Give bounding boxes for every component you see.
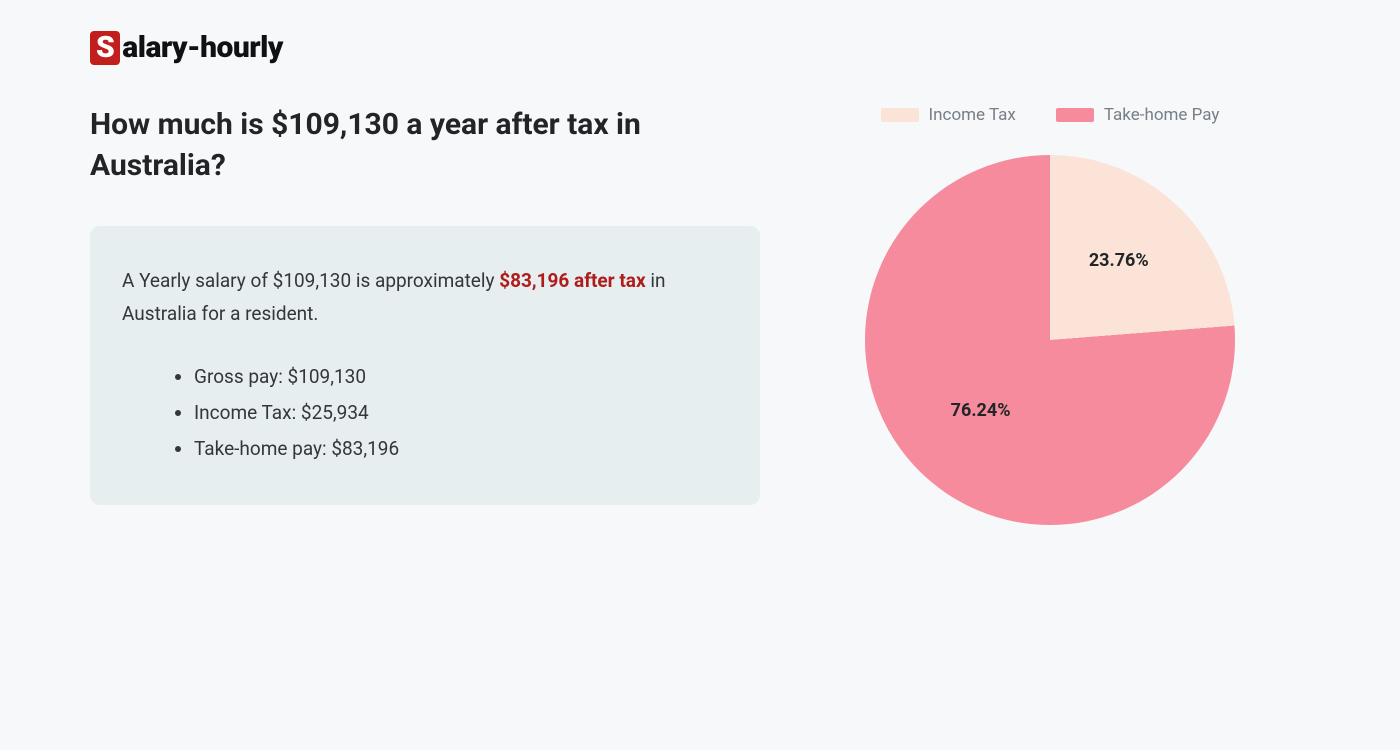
page-container: Salary-hourly How much is $109,130 a yea…	[0, 0, 1400, 565]
summary-highlight: $83,196 after tax	[499, 269, 645, 292]
legend-item-take-home: Take-home Pay	[1056, 105, 1220, 125]
logo-text: alary-hourly	[122, 30, 283, 65]
content-row: How much is $109,130 a year after tax in…	[90, 105, 1310, 535]
legend-swatch-icon	[1056, 108, 1094, 122]
chart-column: Income Tax Take-home Pay 23.76% 76.24%	[840, 105, 1260, 535]
pie-label-take-home: 76.24%	[951, 400, 1011, 421]
pie-label-income-tax: 23.76%	[1089, 250, 1149, 271]
list-item: Gross pay: $109,130	[194, 359, 728, 395]
chart-legend: Income Tax Take-home Pay	[881, 105, 1220, 125]
list-item: Income Tax: $25,934	[194, 395, 728, 431]
site-logo: Salary-hourly	[90, 30, 1310, 65]
summary-paragraph: A Yearly salary of $109,130 is approxima…	[122, 264, 728, 331]
list-item: Take-home pay: $83,196	[194, 431, 728, 467]
summary-box: A Yearly salary of $109,130 is approxima…	[90, 226, 760, 505]
legend-label: Income Tax	[929, 105, 1016, 125]
page-heading: How much is $109,130 a year after tax in…	[90, 105, 760, 186]
left-column: How much is $109,130 a year after tax in…	[90, 105, 760, 505]
legend-label: Take-home Pay	[1104, 105, 1220, 125]
logo-s-icon: S	[90, 31, 120, 65]
legend-swatch-icon	[881, 108, 919, 122]
pie-circle	[865, 155, 1235, 525]
summary-text-before: A Yearly salary of $109,130 is approxima…	[122, 269, 499, 292]
pie-chart: 23.76% 76.24%	[865, 145, 1235, 535]
summary-list: Gross pay: $109,130 Income Tax: $25,934 …	[122, 359, 728, 467]
legend-item-income-tax: Income Tax	[881, 105, 1016, 125]
